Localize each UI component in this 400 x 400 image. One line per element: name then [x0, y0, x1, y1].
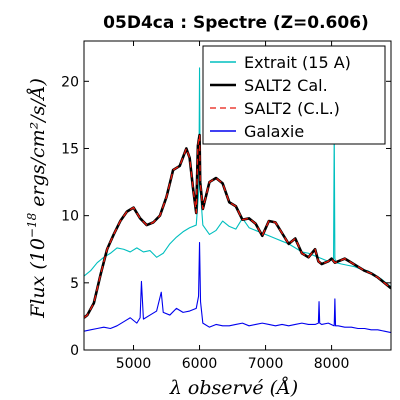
y-axis-label-prefix: Flux (10 [27, 238, 49, 319]
chart-title: 05D4ca : Spectre (Z=0.606) [103, 13, 369, 33]
legend-entries: Extrait (15 A) SALT2 Cal. SALT2 (C.L.) Gala… [210, 53, 351, 141]
legend-box [202, 45, 386, 145]
y-axis-label: Flux (10−18 ergs/cm²/s/Å) [25, 78, 49, 319]
y-tick-label: 5 [70, 276, 79, 292]
legend-label-0: Extrait (15 A) [244, 53, 351, 72]
legend-label-2: SALT2 (C.L.) [244, 99, 340, 118]
x-axis-label: λ observé (Å) [169, 377, 298, 399]
x-tick-label: 7000 [248, 356, 284, 372]
y-tick-label: 10 [61, 209, 79, 225]
y-tick-label: 20 [61, 74, 79, 90]
series-line-2 [84, 134, 391, 319]
legend-label-3: Galaxie [244, 122, 304, 141]
x-tick-label: 5000 [116, 356, 152, 372]
data-layer [84, 67, 391, 334]
y-axis-label-suffix: ergs/cm²/s/Å) [27, 78, 49, 213]
plot-frame [83, 40, 392, 351]
legend: Extrait (15 A) SALT2 Cal. SALT2 (C.L.) Gala… [202, 45, 386, 145]
series-line-3 [84, 241, 391, 334]
x-tick-label: 8000 [314, 356, 350, 372]
y-tick-label: 0 [70, 343, 79, 359]
x-tick-label: 6000 [182, 356, 218, 372]
tick-layer: 5000 6000 7000 8000 0 5 10 15 20 [61, 41, 391, 372]
y-tick-label: 15 [61, 141, 79, 157]
y-axis-label-exponent: −18 [25, 212, 39, 238]
legend-label-1: SALT2 Cal. [244, 76, 328, 95]
